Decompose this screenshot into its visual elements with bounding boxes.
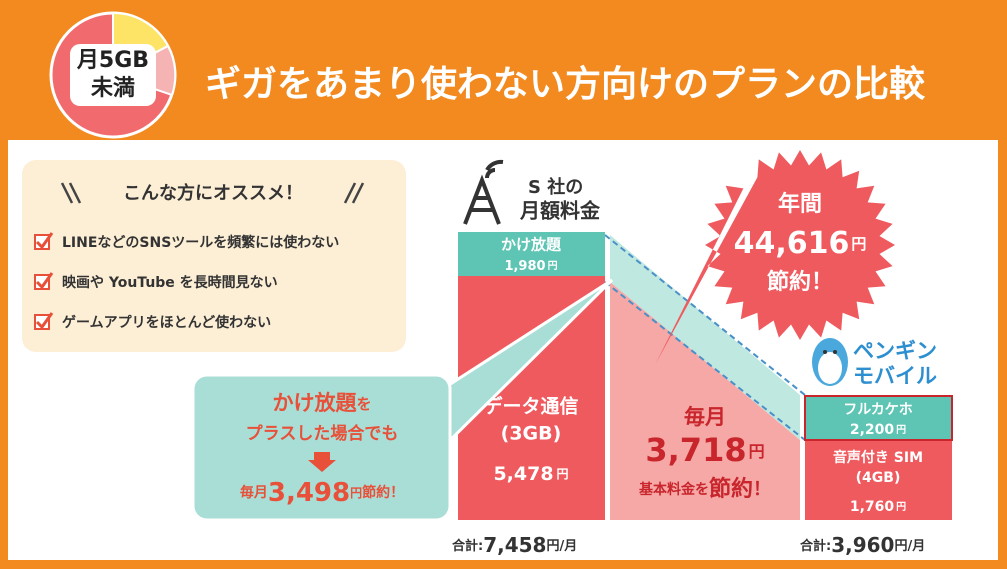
total-unit: 円/月 — [546, 539, 577, 554]
segment-name: データ通信 — [483, 395, 578, 418]
title: ギガをあまり使わない方向けのプランの比較 — [205, 64, 926, 105]
guide-line — [604, 234, 806, 441]
callout-saving: 毎月3,498円節約！ — [240, 478, 404, 508]
text: 節約 — [709, 476, 753, 502]
segment-name: フルカケホ — [843, 402, 913, 418]
total-prefix: 合計: — [800, 538, 831, 554]
total-price: 7,458 — [483, 533, 546, 557]
monthly-label: 毎月 — [684, 405, 726, 429]
callout-line: かけ放題を — [272, 391, 371, 415]
total: 合計:7,458円/月 — [452, 533, 577, 557]
unit: 円 — [896, 424, 906, 436]
data-segment — [805, 441, 952, 520]
company-label: S 社の — [528, 176, 583, 198]
text: を — [356, 395, 371, 413]
price: 1,980 — [504, 259, 545, 274]
text: 基本料金を — [639, 481, 709, 498]
price: 44,616 — [734, 226, 850, 261]
price: 3,718 — [645, 431, 746, 469]
unit: 円 — [557, 467, 569, 481]
text: かけ放題 — [272, 391, 357, 415]
segment-name: 音声付き SIM — [833, 449, 923, 466]
company-label: ペンギン — [853, 339, 937, 363]
segment-price: 1,760 円 — [850, 499, 906, 515]
price: 3,498 — [268, 478, 350, 508]
recommend-box — [22, 160, 406, 352]
badge-text: 未満 — [91, 75, 135, 101]
callout-box — [191, 373, 452, 522]
price: 1,760 — [850, 499, 895, 515]
recommend-item: LINEなどのSNSツールを頻繁には使わない — [62, 234, 339, 251]
total-price: 3,960 — [831, 533, 894, 557]
monthly-price: 3,718 円 — [645, 431, 764, 469]
company-label: 月額料金 — [519, 199, 601, 223]
unit: 円 — [749, 442, 765, 461]
monthly-saving: 基本料金を節約！ — [639, 476, 771, 502]
annual-label: 年間 — [778, 191, 822, 217]
badge-text: 月5GB — [76, 48, 149, 73]
text: 毎月 — [240, 484, 268, 501]
segment-price: 2,200 円 — [850, 422, 906, 438]
badge-label-bg — [70, 44, 156, 106]
text: 節約！ — [362, 484, 404, 501]
total: 合計:3,960円/月 — [800, 533, 925, 557]
saving-area — [610, 282, 800, 520]
checkmark — [35, 312, 54, 330]
annual-saving: 節約！ — [767, 269, 833, 295]
unit: 円 — [548, 260, 558, 272]
callout-line: プラスした場合でも — [246, 423, 399, 444]
text: ！ — [753, 479, 771, 500]
segment-price: 5,478 円 — [493, 463, 568, 485]
total-prefix: 合計: — [452, 538, 483, 554]
penguin-icon — [812, 338, 848, 386]
checkmark — [35, 272, 54, 290]
company-label: モバイル — [853, 364, 937, 388]
call-segment — [804, 395, 953, 441]
annual-price: 44,616 円 — [734, 226, 867, 261]
tower-icon — [463, 159, 504, 225]
unit: 円 — [851, 235, 866, 253]
segment-name: かけ放題 — [501, 236, 562, 254]
recommend-heading: こんな方にオススメ！ — [123, 182, 303, 204]
call-band — [610, 235, 800, 440]
segment-price: 1,980 円 — [504, 259, 557, 274]
price: 2,200 — [850, 422, 895, 438]
price: 5,478 — [493, 463, 553, 485]
checkmark — [35, 232, 54, 250]
recommend-item: ゲームアプリをほとんど使わない — [62, 314, 271, 331]
unit: 円 — [350, 486, 362, 500]
heading-deco — [60, 182, 365, 204]
arrow — [308, 452, 336, 472]
call-segment — [458, 232, 605, 276]
starburst — [655, 150, 895, 365]
recommend-item: 映画や YouTube を長時間見ない — [62, 274, 278, 291]
unit: 円 — [896, 501, 906, 513]
segment-size: (3GB) — [501, 423, 562, 445]
segment-size: (4GB) — [856, 470, 901, 486]
total-unit: 円/月 — [894, 539, 925, 554]
